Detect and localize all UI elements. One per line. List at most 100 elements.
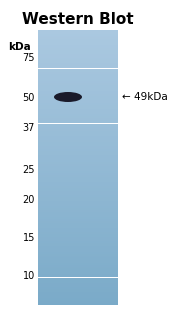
Bar — [38, 72, 118, 74]
Bar — [38, 298, 118, 299]
Bar — [38, 83, 118, 85]
Bar — [38, 37, 118, 39]
Bar — [38, 41, 118, 43]
Bar — [38, 246, 118, 248]
Bar — [38, 109, 118, 111]
Bar — [38, 122, 118, 124]
Bar — [38, 101, 118, 103]
Bar — [38, 272, 118, 274]
Bar — [38, 171, 118, 173]
Bar — [38, 67, 118, 69]
Bar — [38, 59, 118, 61]
Bar — [38, 136, 118, 138]
Text: 75: 75 — [22, 53, 35, 63]
Bar — [38, 32, 118, 34]
Bar — [38, 138, 118, 140]
Bar — [38, 116, 118, 118]
Bar — [38, 201, 118, 202]
Bar — [38, 219, 118, 221]
Bar — [38, 111, 118, 112]
Bar — [38, 191, 118, 193]
Bar — [38, 166, 118, 167]
Bar — [38, 237, 118, 239]
Bar — [38, 144, 118, 146]
Text: 25: 25 — [22, 165, 35, 175]
Bar — [38, 158, 118, 160]
Bar — [38, 153, 118, 155]
Bar — [38, 259, 118, 261]
Text: 10: 10 — [23, 271, 35, 281]
Bar — [38, 283, 118, 285]
Bar — [38, 57, 118, 59]
Bar — [38, 177, 118, 179]
Bar — [38, 85, 118, 87]
Bar — [38, 151, 118, 153]
Bar — [38, 226, 118, 228]
Bar — [38, 287, 118, 289]
Bar — [38, 61, 118, 63]
Bar — [38, 112, 118, 114]
Bar — [38, 69, 118, 70]
Bar — [38, 197, 118, 199]
Bar — [38, 70, 118, 72]
Bar — [38, 221, 118, 222]
Bar — [38, 204, 118, 206]
Bar — [38, 248, 118, 250]
Bar — [38, 277, 118, 279]
Bar — [38, 270, 118, 272]
Bar — [38, 98, 118, 100]
Bar — [38, 244, 118, 246]
Bar — [38, 34, 118, 36]
Bar — [38, 217, 118, 219]
Bar — [38, 100, 118, 101]
Bar — [38, 173, 118, 175]
Bar — [38, 254, 118, 256]
Bar — [38, 213, 118, 215]
Bar — [38, 211, 118, 213]
Bar — [38, 294, 118, 296]
Bar — [38, 39, 118, 41]
Text: 37: 37 — [23, 123, 35, 133]
Bar — [38, 276, 118, 277]
Bar — [38, 281, 118, 283]
Bar — [38, 265, 118, 266]
Bar — [38, 289, 118, 290]
Bar — [38, 78, 118, 79]
Bar — [38, 147, 118, 149]
Bar — [38, 107, 118, 109]
Text: ← 49kDa: ← 49kDa — [122, 92, 168, 102]
Bar — [38, 160, 118, 162]
Bar — [38, 56, 118, 57]
Bar — [38, 296, 118, 298]
Ellipse shape — [54, 92, 82, 102]
Bar — [38, 250, 118, 252]
Bar — [38, 125, 118, 127]
Bar — [38, 124, 118, 125]
Bar — [38, 46, 118, 48]
Bar — [38, 103, 118, 105]
Text: kDa: kDa — [8, 42, 31, 52]
Bar — [38, 48, 118, 50]
Bar — [38, 230, 118, 232]
Bar — [38, 142, 118, 144]
Bar — [38, 189, 118, 191]
Bar — [38, 162, 118, 164]
Bar — [38, 263, 118, 265]
Bar — [38, 243, 118, 244]
Bar — [38, 76, 118, 78]
Bar — [38, 224, 118, 226]
Bar — [38, 156, 118, 158]
Bar — [38, 87, 118, 89]
Bar — [38, 133, 118, 134]
Bar — [38, 186, 118, 188]
Bar — [38, 266, 118, 268]
Bar — [38, 222, 118, 224]
Bar — [38, 92, 118, 94]
Bar — [38, 118, 118, 120]
Bar — [38, 290, 118, 292]
Bar — [38, 228, 118, 230]
Bar — [38, 193, 118, 195]
Bar — [38, 65, 118, 67]
Bar — [38, 206, 118, 208]
Bar — [38, 155, 118, 156]
